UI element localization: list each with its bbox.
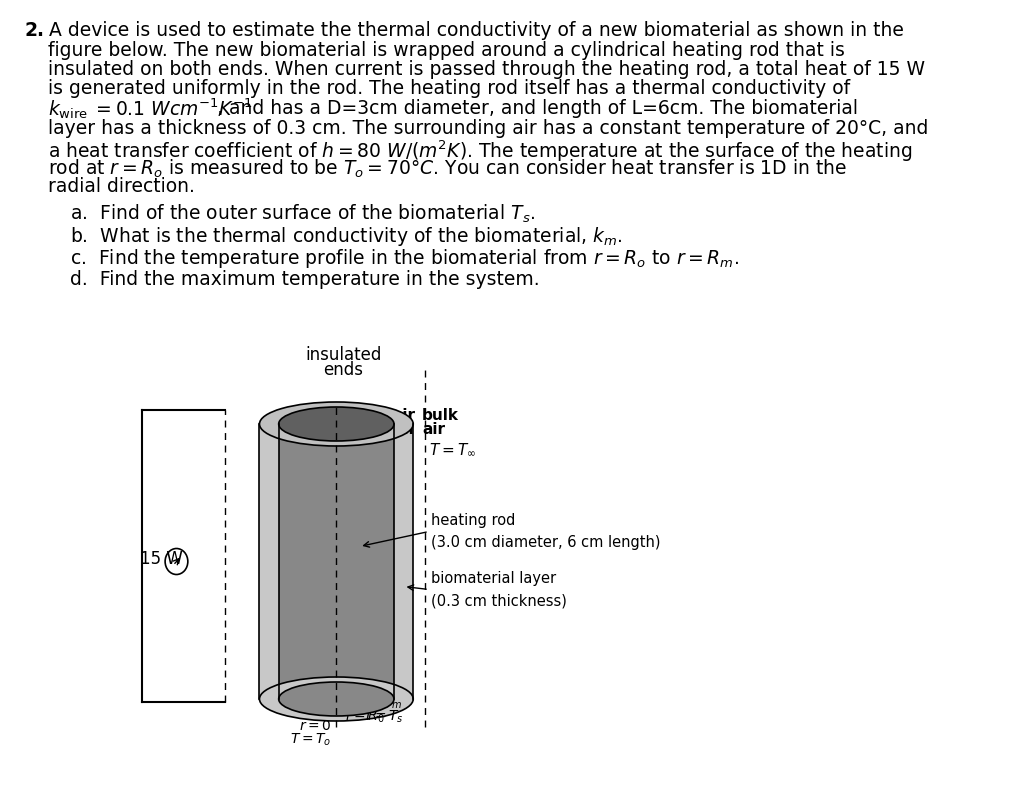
Bar (259, 424, 414, 699)
Text: $r = R_m$: $r = R_m$ (359, 695, 402, 711)
Text: air: air (422, 422, 445, 437)
Text: $T = T_\infty$: $T = T_\infty$ (429, 442, 476, 459)
Text: film: film (382, 422, 415, 437)
Text: 2.: 2. (25, 21, 44, 40)
Text: a.  Find of the outer surface of the biomaterial $T_s$.: a. Find of the outer surface of the biom… (70, 202, 536, 225)
Text: d.  Find the maximum temperature in the system.: d. Find the maximum temperature in the s… (70, 269, 540, 288)
Text: layer has a thickness of 0.3 cm. The surrounding air has a constant temperature : layer has a thickness of 0.3 cm. The sur… (48, 118, 929, 137)
Ellipse shape (279, 682, 394, 716)
Text: bulk: bulk (422, 408, 459, 423)
Text: is generated uniformly in the rod. The heating rod itself has a thermal conducti: is generated uniformly in the rod. The h… (48, 79, 850, 98)
Text: $= 0.1\ Wcm^{-1}K^{-1}$: $= 0.1\ Wcm^{-1}K^{-1}$ (92, 99, 252, 121)
Text: $r = 0$: $r = 0$ (299, 719, 332, 733)
Text: biomaterial layer: biomaterial layer (431, 570, 556, 586)
Circle shape (165, 548, 187, 574)
Text: air: air (392, 408, 415, 423)
Text: insulated on both ends. When current is passed through the heating rod, a total : insulated on both ends. When current is … (48, 60, 925, 79)
Ellipse shape (279, 407, 394, 441)
Text: A device is used to estimate the thermal conductivity of a new biomaterial as sh: A device is used to estimate the thermal… (49, 21, 904, 40)
Text: c.  Find the temperature profile in the biomaterial from $r = R_o$ to $r = R_m$.: c. Find the temperature profile in the b… (70, 247, 739, 270)
Text: 15 W: 15 W (140, 550, 182, 567)
Text: b.  What is the thermal conductivity of the biomaterial, $k_m$.: b. What is the thermal conductivity of t… (70, 225, 623, 248)
Bar (279, 424, 394, 699)
Text: (3.0 cm diameter, 6 cm length): (3.0 cm diameter, 6 cm length) (431, 535, 660, 551)
Text: heating rod: heating rod (431, 512, 515, 527)
Text: $k_\mathrm{wire}$: $k_\mathrm{wire}$ (48, 99, 88, 121)
Text: , and has a D=3cm diameter, and length of L=6cm. The biomaterial: , and has a D=3cm diameter, and length o… (217, 99, 858, 118)
Ellipse shape (259, 402, 414, 446)
Text: figure below. The new biomaterial is wrapped around a cylindrical heating rod th: figure below. The new biomaterial is wra… (48, 41, 845, 59)
Text: insulated: insulated (305, 346, 382, 364)
Text: radial direction.: radial direction. (48, 177, 195, 196)
Text: a heat transfer coefficient of $h = 80\ W/(m^2K)$. The temperature at the surfac: a heat transfer coefficient of $h = 80\ … (48, 138, 912, 164)
Text: $T = T_o$: $T = T_o$ (291, 732, 332, 749)
Text: (0.3 cm thickness): (0.3 cm thickness) (431, 594, 566, 609)
Text: $T = T_s$: $T = T_s$ (362, 709, 403, 725)
Text: ends: ends (324, 361, 364, 379)
Text: $r = R_0$: $r = R_0$ (345, 709, 385, 725)
Ellipse shape (259, 677, 414, 721)
Text: rod at $r = R_o$ is measured to be $T_o = 70°C$. You can consider heat transfer : rod at $r = R_o$ is measured to be $T_o … (48, 157, 847, 180)
